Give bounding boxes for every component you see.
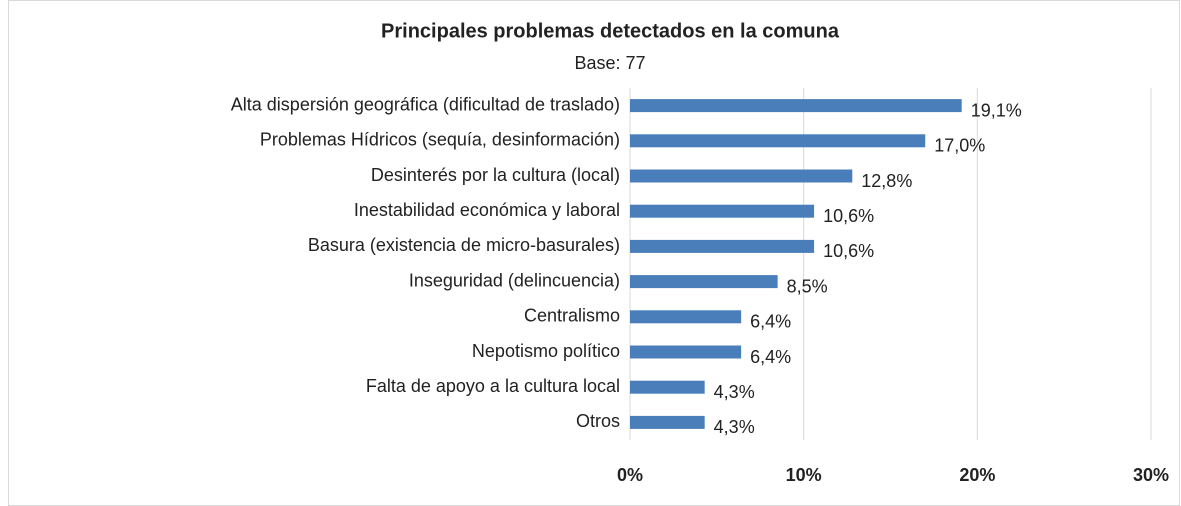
data-label: 12,8% [861, 171, 912, 191]
y-tick-label: Problemas Hídricos (sequía, desinformaci… [260, 130, 620, 150]
y-tick-label: Centralismo [524, 306, 620, 326]
data-label: 6,4% [750, 347, 791, 367]
chart-title: Principales problemas detectados en la c… [381, 20, 840, 42]
bar [630, 169, 853, 183]
y-tick-label: Falta de apoyo a la cultura local [366, 376, 620, 396]
data-label: 17,0% [934, 136, 985, 156]
y-tick-label: Alta dispersión geográfica (dificultad d… [231, 94, 620, 114]
data-label: 4,3% [714, 382, 755, 402]
bar [630, 134, 926, 148]
data-label: 19,1% [971, 100, 1022, 120]
data-label: 10,6% [823, 206, 874, 226]
bar [630, 239, 815, 253]
y-tick-label: Basura (existencia de micro-basurales) [308, 235, 620, 255]
x-tick-label: 10% [786, 465, 822, 485]
bar [630, 310, 742, 324]
data-label: 4,3% [714, 417, 755, 437]
y-tick-label: Nepotismo político [472, 341, 620, 361]
data-label: 8,5% [787, 276, 828, 296]
y-tick-label: Inestabilidad económica y laboral [354, 200, 620, 220]
bar [630, 380, 705, 394]
y-tick-label: Otros [576, 411, 620, 431]
x-tick-label: 20% [959, 465, 995, 485]
data-label: 10,6% [823, 241, 874, 261]
bar [630, 415, 705, 429]
x-tick-label: 30% [1133, 465, 1169, 485]
bar [630, 99, 962, 113]
chart-frame [8, 0, 1180, 506]
bar [630, 345, 742, 359]
data-label: 6,4% [750, 312, 791, 332]
chart-subtitle: Base: 77 [574, 53, 645, 73]
y-tick-label: Inseguridad (delincuencia) [409, 270, 620, 290]
bar [630, 275, 778, 289]
bar [630, 204, 815, 218]
y-tick-label: Desinterés por la cultura (local) [371, 165, 620, 185]
x-tick-label: 0% [617, 465, 643, 485]
